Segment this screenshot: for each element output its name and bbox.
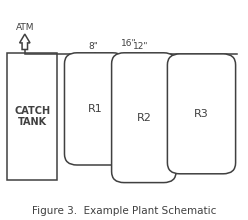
Bar (7, 53, 57, 180)
Text: R3: R3 (194, 109, 209, 119)
Text: 12": 12" (133, 42, 148, 51)
Text: R2: R2 (136, 113, 151, 123)
Text: ATM: ATM (16, 23, 34, 32)
Polygon shape (20, 34, 30, 50)
FancyBboxPatch shape (112, 53, 176, 183)
Text: Figure 3.  Example Plant Schematic: Figure 3. Example Plant Schematic (32, 206, 216, 216)
FancyBboxPatch shape (167, 54, 236, 174)
Text: 16": 16" (121, 39, 137, 48)
Text: CATCH
TANK: CATCH TANK (14, 106, 50, 127)
FancyBboxPatch shape (64, 53, 125, 165)
Text: 8": 8" (88, 42, 98, 51)
Text: R1: R1 (88, 104, 102, 114)
